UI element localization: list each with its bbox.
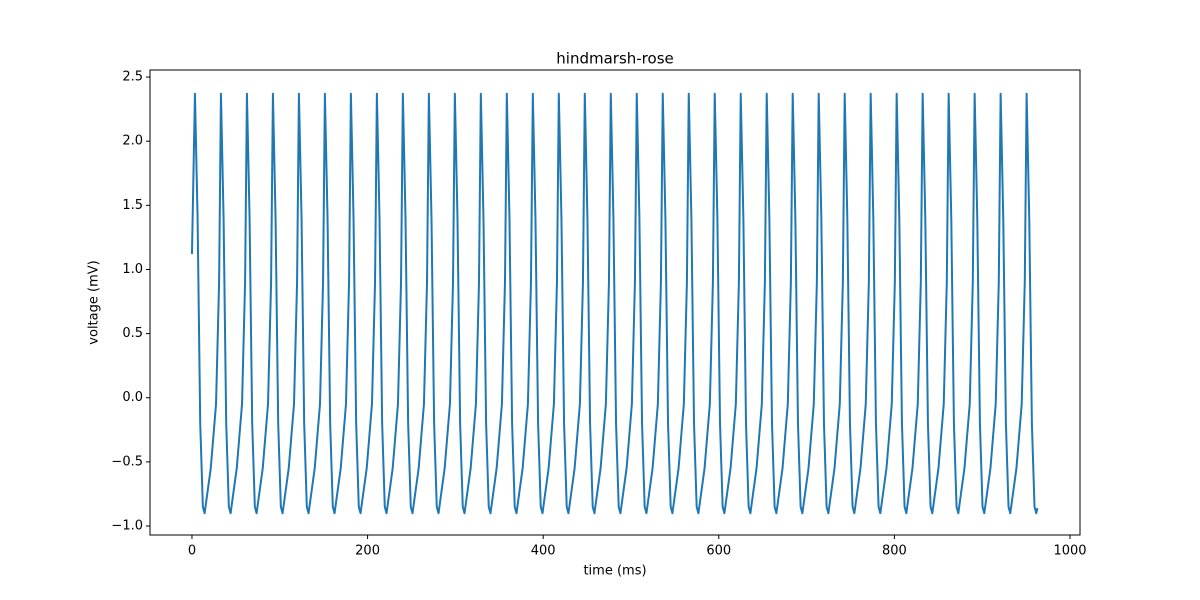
x-tick-label: 400 <box>531 544 556 559</box>
x-tick-label: 600 <box>706 544 731 559</box>
y-axis-label: voltage (mV) <box>87 260 102 344</box>
plot-frame <box>149 69 1081 536</box>
x-tick-label: 1000 <box>1053 544 1086 559</box>
y-tick-label: −1.0 <box>111 519 143 534</box>
y-tick-label: 2.5 <box>122 70 143 85</box>
y-tick-label: −0.5 <box>111 454 143 469</box>
data-line <box>190 92 1039 515</box>
x-tick-label: 200 <box>355 544 380 559</box>
chart-title: hindmarsh-rose <box>556 50 673 68</box>
y-tick-label: 2.0 <box>122 134 143 149</box>
y-tick-label: 1.5 <box>122 198 143 213</box>
y-tick-label: 0.5 <box>122 326 143 341</box>
x-tick-label: 0 <box>188 544 196 559</box>
y-tick-label: 0.0 <box>122 390 143 405</box>
x-tick-label: 800 <box>882 544 907 559</box>
x-axis-label: time (ms) <box>583 564 646 579</box>
y-tick-label: 1.0 <box>122 262 143 277</box>
